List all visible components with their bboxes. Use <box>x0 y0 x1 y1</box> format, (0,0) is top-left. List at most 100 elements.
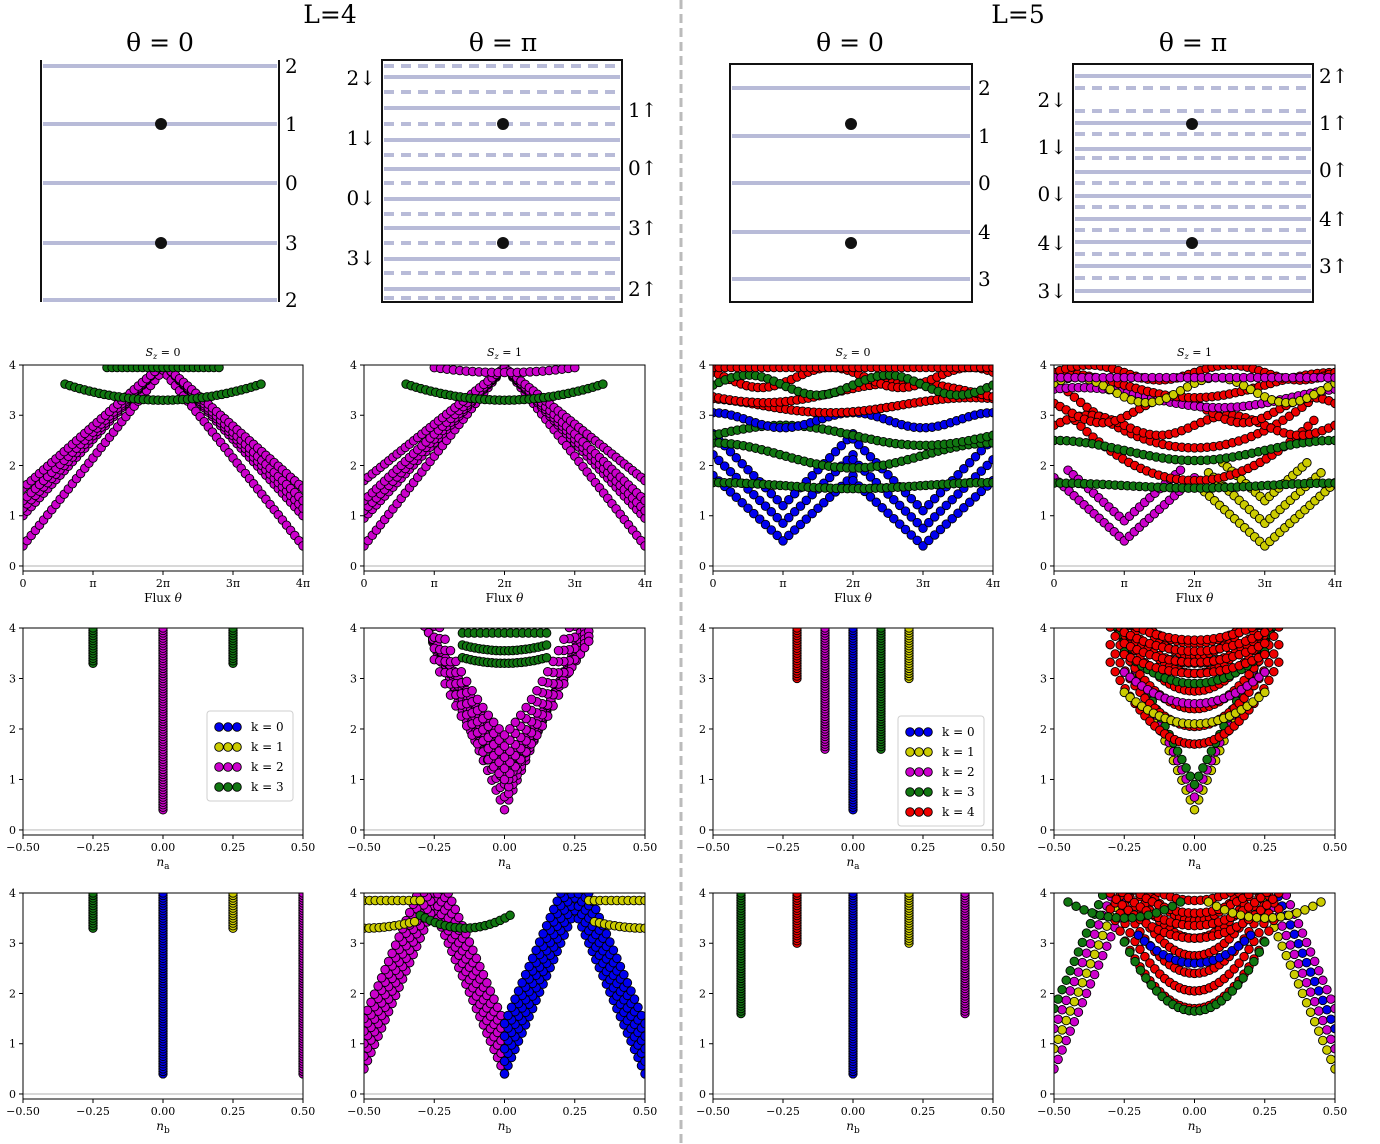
y-tick-label: 0 <box>9 1088 16 1101</box>
data-point <box>1247 628 1257 633</box>
data-point <box>1181 763 1191 773</box>
data-point <box>1069 1016 1080 1027</box>
group-title-L5-text: L=5 <box>991 0 1045 29</box>
data-point <box>394 932 404 942</box>
data-point <box>640 495 645 506</box>
data-point <box>1111 883 1120 892</box>
data-point <box>1255 905 1266 916</box>
data-point <box>1243 965 1254 975</box>
data-point <box>1065 1026 1075 1036</box>
data-point <box>1269 666 1279 677</box>
data-point <box>1132 617 1141 626</box>
data-point <box>914 807 924 817</box>
data-point <box>1318 975 1328 986</box>
data-point <box>976 466 987 476</box>
x-axis-label: na <box>156 855 170 872</box>
data-point <box>541 920 552 931</box>
y-tick-label: 3 <box>350 937 357 950</box>
data-point <box>792 628 802 633</box>
y-tick-label: 4 <box>1040 622 1047 635</box>
data-point <box>924 499 934 510</box>
x-tick-label: −0.25 <box>766 841 800 854</box>
y-tick-label: 0 <box>699 1088 706 1101</box>
data-point <box>428 893 433 894</box>
data-point <box>1277 921 1287 931</box>
data-point <box>416 884 425 893</box>
data-point <box>542 666 553 677</box>
y-tick-label: 0 <box>699 824 706 837</box>
data-point <box>1061 975 1071 986</box>
data-point <box>819 498 829 508</box>
data-point <box>912 535 922 546</box>
x-tick-label: 2π <box>1187 577 1201 590</box>
data-point <box>1326 994 1335 1004</box>
group-title-L5: L=5 <box>958 0 1078 29</box>
data-point <box>1136 617 1145 626</box>
data-point <box>1105 628 1115 632</box>
data-point <box>468 945 478 955</box>
legend-label: k = 4 <box>942 805 975 819</box>
legend-label: k = 1 <box>251 740 284 754</box>
x-tick-label: 2π <box>846 577 860 590</box>
data-point <box>877 503 887 513</box>
data-point <box>1175 465 1186 475</box>
data-point <box>214 782 224 792</box>
y-tick-label: 2 <box>1040 723 1047 736</box>
data-point <box>935 524 946 535</box>
data-point <box>754 514 765 524</box>
data-point <box>1326 1054 1335 1065</box>
y-tick-label: 3 <box>9 937 16 950</box>
data-point <box>510 717 521 728</box>
data-point <box>471 953 482 964</box>
data-point <box>1278 882 1287 891</box>
data-point <box>376 973 387 983</box>
data-point <box>505 724 515 734</box>
data-point <box>1285 940 1296 950</box>
data-point <box>626 986 636 996</box>
data-point <box>1234 958 1244 968</box>
y-tick-label: 1 <box>350 1038 357 1051</box>
x-tick-label: 0.00 <box>151 1105 176 1118</box>
data-point <box>1117 900 1127 910</box>
data-point <box>988 430 993 441</box>
data-point <box>1085 979 1096 989</box>
data-point <box>1318 995 1328 1006</box>
data-point <box>1130 956 1140 967</box>
data-point <box>584 636 594 647</box>
legend-label: k = 3 <box>251 780 284 794</box>
data-point <box>1089 929 1100 940</box>
level-label-right: 2↑ <box>628 277 657 301</box>
y-tick-label: 1 <box>350 773 357 786</box>
data-point <box>521 702 531 713</box>
x-tick-label: 4π <box>296 577 310 590</box>
data-point <box>906 512 917 522</box>
y-tick-label: 2 <box>9 459 16 472</box>
data-point <box>499 1018 510 1029</box>
data-point <box>964 458 975 468</box>
y-tick-label: 0 <box>1040 824 1047 837</box>
data-point <box>988 392 993 402</box>
data-point <box>513 986 524 996</box>
data-point <box>515 710 526 720</box>
data-point <box>1301 957 1312 968</box>
legend-label: k = 1 <box>942 745 975 759</box>
data-point <box>1264 675 1274 686</box>
y-tick-label: 1 <box>9 510 16 523</box>
data-point <box>1054 1034 1063 1045</box>
data-point <box>541 628 552 638</box>
y-tick-label: 0 <box>1040 560 1047 573</box>
legend-label: k = 0 <box>251 720 284 734</box>
x-tick-label: 4π <box>1328 577 1342 590</box>
particle-dot <box>155 237 167 249</box>
data-point <box>772 512 782 523</box>
x-axis-label: Flux θ <box>144 591 182 605</box>
data-point <box>1249 956 1259 967</box>
data-point <box>456 666 467 677</box>
data-point <box>510 994 520 1004</box>
data-point <box>499 741 510 751</box>
data-point <box>1309 389 1319 400</box>
data-point <box>601 929 612 939</box>
data-point <box>1077 977 1088 988</box>
